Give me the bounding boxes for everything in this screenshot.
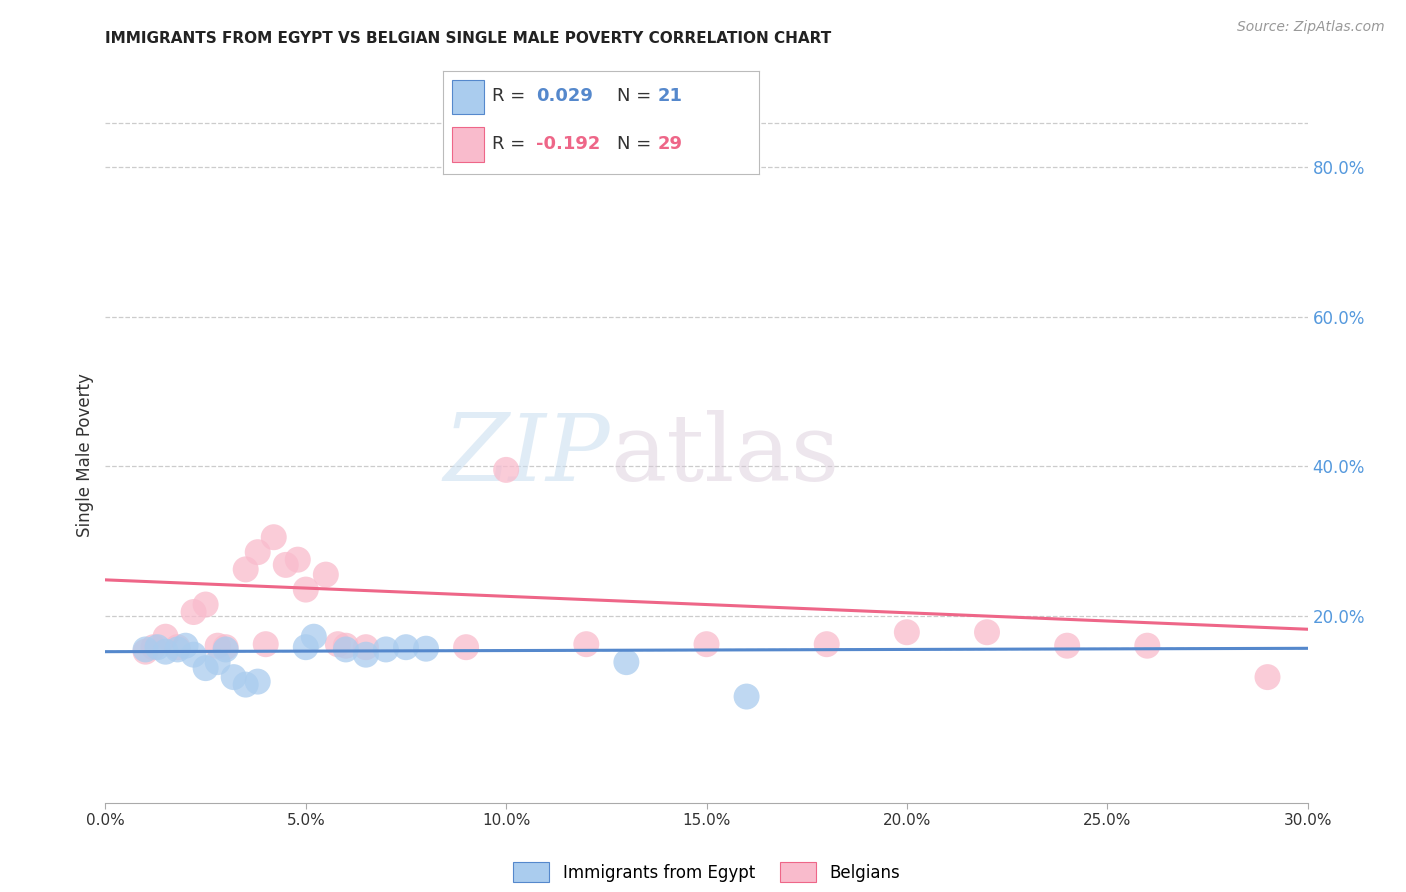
Text: Source: ZipAtlas.com: Source: ZipAtlas.com (1237, 20, 1385, 34)
Point (194, 661, 217, 675)
Point (214, 640, 236, 655)
Point (254, 637, 277, 651)
Point (815, 637, 838, 651)
Point (326, 637, 349, 651)
Point (454, 640, 477, 655)
Point (235, 562, 257, 576)
Point (616, 655, 638, 669)
Point (246, 674, 269, 689)
Text: atlas: atlas (610, 410, 839, 500)
Text: R =: R = (492, 135, 531, 153)
Bar (453, 79, 484, 114)
Point (976, 625, 998, 640)
Legend: Immigrants from Egypt, Belgians: Immigrants from Egypt, Belgians (506, 855, 907, 888)
Point (183, 605, 205, 619)
Point (354, 648, 377, 662)
Point (415, 641, 437, 656)
Point (207, 639, 229, 653)
Point (1056, 639, 1078, 653)
Text: N =: N = (617, 87, 657, 105)
Point (235, 677, 257, 691)
Point (287, 552, 309, 566)
Text: R =: R = (492, 87, 531, 105)
Point (155, 630, 177, 644)
Point (142, 640, 165, 655)
Point (295, 582, 318, 597)
Point (135, 645, 157, 659)
Point (374, 642, 398, 657)
Text: 21: 21 (658, 87, 683, 105)
Point (166, 642, 188, 657)
Text: N =: N = (617, 135, 657, 153)
Point (315, 567, 337, 582)
Point (274, 558, 297, 572)
Y-axis label: Single Male Poverty: Single Male Poverty (76, 373, 94, 537)
Point (335, 639, 357, 653)
Point (155, 645, 177, 659)
Point (395, 640, 418, 655)
Text: 29: 29 (658, 135, 683, 153)
Point (575, 637, 598, 651)
Point (302, 630, 325, 644)
Text: IMMIGRANTS FROM EGYPT VS BELGIAN SINGLE MALE POVERTY CORRELATION CHART: IMMIGRANTS FROM EGYPT VS BELGIAN SINGLE … (105, 31, 832, 46)
Point (354, 640, 377, 655)
Point (263, 530, 285, 544)
Point (222, 670, 245, 684)
Point (1136, 639, 1159, 653)
Point (194, 598, 217, 612)
Point (166, 640, 188, 655)
Point (214, 642, 236, 657)
Point (735, 690, 758, 704)
Point (146, 640, 169, 655)
Point (246, 545, 269, 559)
Point (1257, 670, 1279, 684)
Point (135, 642, 157, 657)
Point (174, 639, 197, 653)
Point (896, 625, 918, 640)
Text: 0.029: 0.029 (536, 87, 593, 105)
Bar (453, 127, 484, 161)
Text: ZIP: ZIP (444, 410, 610, 500)
Point (335, 642, 357, 657)
Point (696, 637, 718, 651)
Text: -0.192: -0.192 (536, 135, 600, 153)
Point (295, 640, 318, 655)
Point (495, 463, 517, 477)
Point (207, 655, 229, 669)
Point (183, 648, 205, 662)
